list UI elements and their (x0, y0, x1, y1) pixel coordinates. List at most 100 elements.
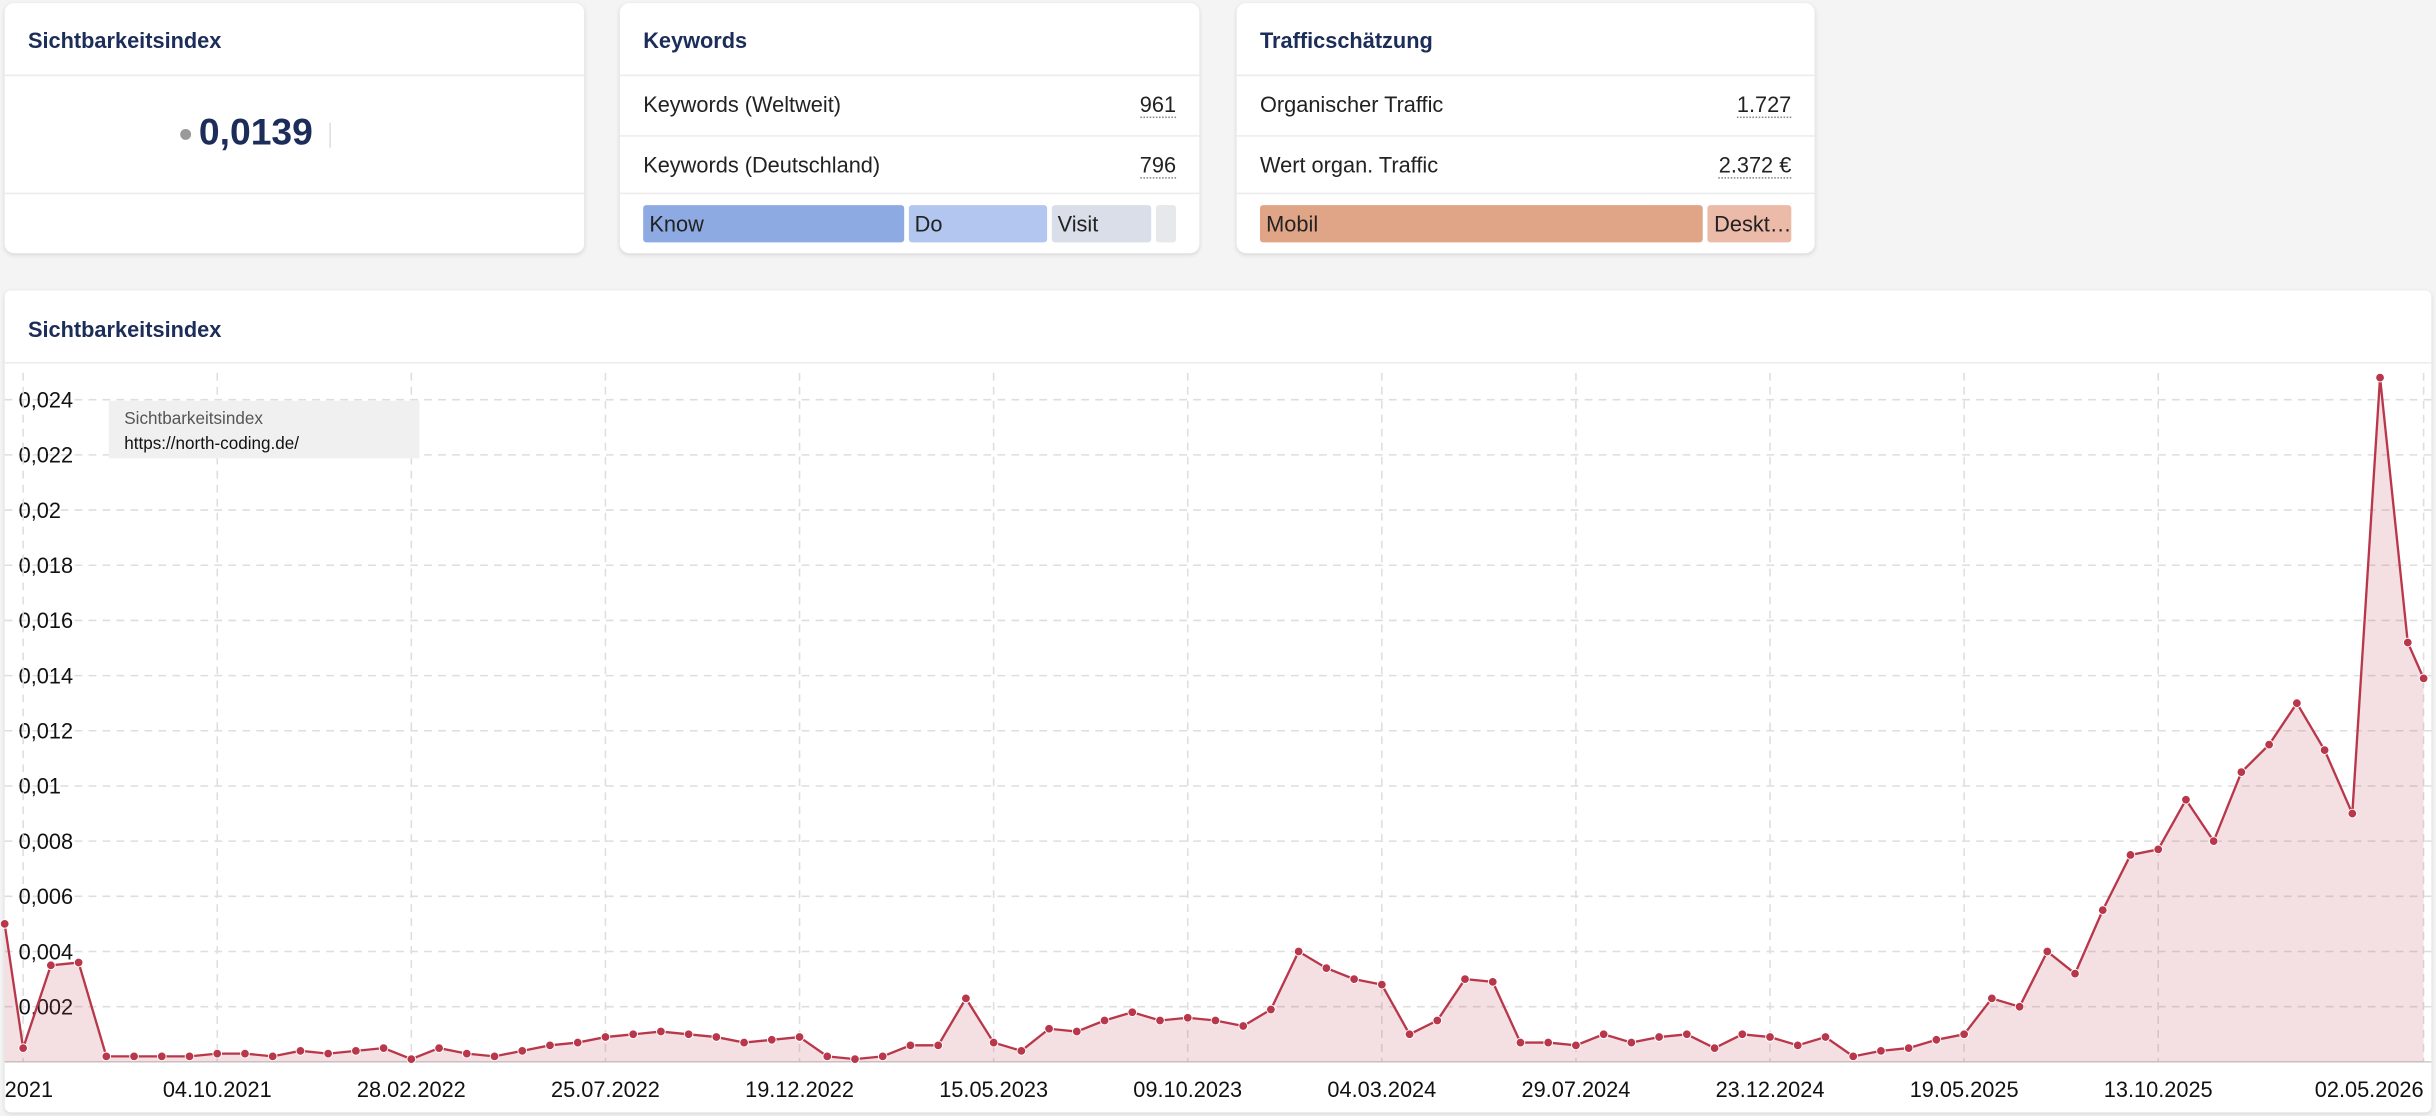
point (683, 1029, 694, 1040)
point (461, 1048, 472, 1059)
tick (329, 122, 331, 148)
point (212, 1048, 223, 1059)
intent-bar: Know Do Visit (643, 205, 1177, 243)
row-value[interactable]: 796 (1139, 152, 1177, 179)
row-value[interactable]: 1.727 (1736, 91, 1792, 119)
point (1598, 1029, 1609, 1040)
segment[interactable]: Visit (1051, 205, 1151, 243)
y-tick-label: 0,004 (19, 939, 73, 964)
point (656, 1026, 666, 1037)
chart-title: Sichtbarkeitsindex (27, 316, 222, 342)
point (1155, 1015, 1165, 1026)
segment[interactable]: Deskt… (1707, 205, 1792, 243)
point (101, 1051, 112, 1062)
x-tick-label: 19.05.2025 (1910, 1077, 2019, 1102)
x-tick-label: 2021 (5, 1077, 53, 1102)
point (1543, 1037, 1554, 1048)
point (822, 1051, 833, 1062)
point (1487, 977, 1498, 987)
x-tick-label: 19.12.2022 (745, 1077, 854, 1102)
y-tick-label: 0,01 (19, 774, 61, 799)
point (434, 1043, 444, 1053)
point (850, 1054, 860, 1064)
point (1765, 1032, 1775, 1042)
point (129, 1051, 139, 1062)
y-tick-label: 0,02 (19, 498, 61, 523)
point (2070, 968, 2080, 979)
x-tick-label: 04.03.2024 (1327, 1077, 1436, 1102)
point (2125, 850, 2136, 860)
row-label: Keywords (Deutschland) (643, 152, 881, 178)
point (1238, 1021, 1249, 1031)
y-tick-label: 0,002 (19, 994, 73, 1019)
point (295, 1046, 306, 1056)
y-tick-label: 0,012 (19, 719, 73, 744)
point (2418, 673, 2429, 684)
device-bar: Mobil Deskt… (1259, 205, 1792, 243)
point (2236, 767, 2247, 777)
point (1072, 1026, 1082, 1037)
point (267, 1051, 278, 1062)
divider (619, 74, 1200, 77)
traffic-card: Trafficschätzung Organischer Traffic 1.72… (1236, 3, 1815, 254)
point (1404, 1029, 1415, 1040)
x-tick-label: 29.07.2024 (1521, 1077, 1630, 1102)
divider (1236, 135, 1815, 137)
point (1460, 974, 1470, 984)
point (794, 1032, 805, 1042)
point (1515, 1037, 1526, 1048)
divider (4, 361, 2432, 364)
point (572, 1037, 583, 1048)
point (1210, 1015, 1221, 1026)
point (1349, 974, 1359, 984)
point (1654, 1032, 1664, 1042)
segment[interactable]: Do (908, 205, 1047, 243)
point (1127, 1007, 1138, 1018)
card-title: Keywords (643, 27, 748, 53)
row-value[interactable]: 961 (1139, 91, 1177, 119)
visibility-value: 0,0139 (198, 111, 313, 154)
point (877, 1051, 888, 1062)
point (517, 1046, 528, 1056)
segment[interactable]: Know (643, 205, 904, 243)
point (1792, 1040, 1803, 1051)
point (2208, 836, 2219, 846)
point (2347, 808, 2358, 819)
point (1987, 993, 1997, 1004)
point (73, 957, 84, 968)
point (600, 1032, 611, 1042)
divider (4, 192, 585, 195)
point (2014, 1001, 2025, 1012)
point (739, 1037, 749, 1048)
point (351, 1046, 361, 1056)
point (2319, 745, 2330, 755)
point (1626, 1037, 1637, 1048)
point (406, 1054, 417, 1064)
point (1737, 1029, 1748, 1040)
point (2097, 905, 2108, 915)
point (378, 1043, 389, 1053)
x-tick-label: 09.10.2023 (1133, 1077, 1242, 1102)
point (1182, 1012, 1193, 1023)
divider (619, 135, 1200, 137)
x-tick-label: 23.12.2024 (1716, 1077, 1825, 1102)
area (4, 377, 2424, 1062)
segment[interactable]: Mobil (1259, 205, 1704, 243)
point (1709, 1043, 1720, 1053)
legend-box (108, 400, 420, 459)
point (1571, 1040, 1581, 1051)
row-value[interactable]: 2.372 € (1718, 152, 1792, 179)
point (1820, 1032, 1831, 1042)
card-title: Sichtbarkeitsindex (27, 27, 222, 53)
point (1432, 1015, 1443, 1026)
x-tick-label: 25.07.2022 (551, 1077, 660, 1102)
point (988, 1037, 999, 1048)
point (489, 1051, 500, 1062)
point (2402, 637, 2413, 648)
segment[interactable] (1155, 205, 1177, 243)
line (3, 377, 2425, 1061)
point (2181, 794, 2191, 805)
x-tick-label: 13.10.2025 (2104, 1077, 2213, 1102)
